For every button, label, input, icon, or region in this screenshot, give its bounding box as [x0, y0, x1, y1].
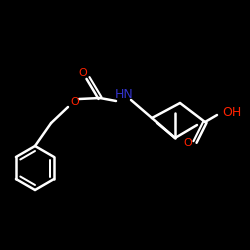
Text: O: O [71, 97, 80, 107]
Text: OH: OH [222, 106, 242, 118]
Text: O: O [184, 138, 192, 148]
Text: O: O [78, 68, 88, 78]
Text: HN: HN [114, 88, 134, 101]
